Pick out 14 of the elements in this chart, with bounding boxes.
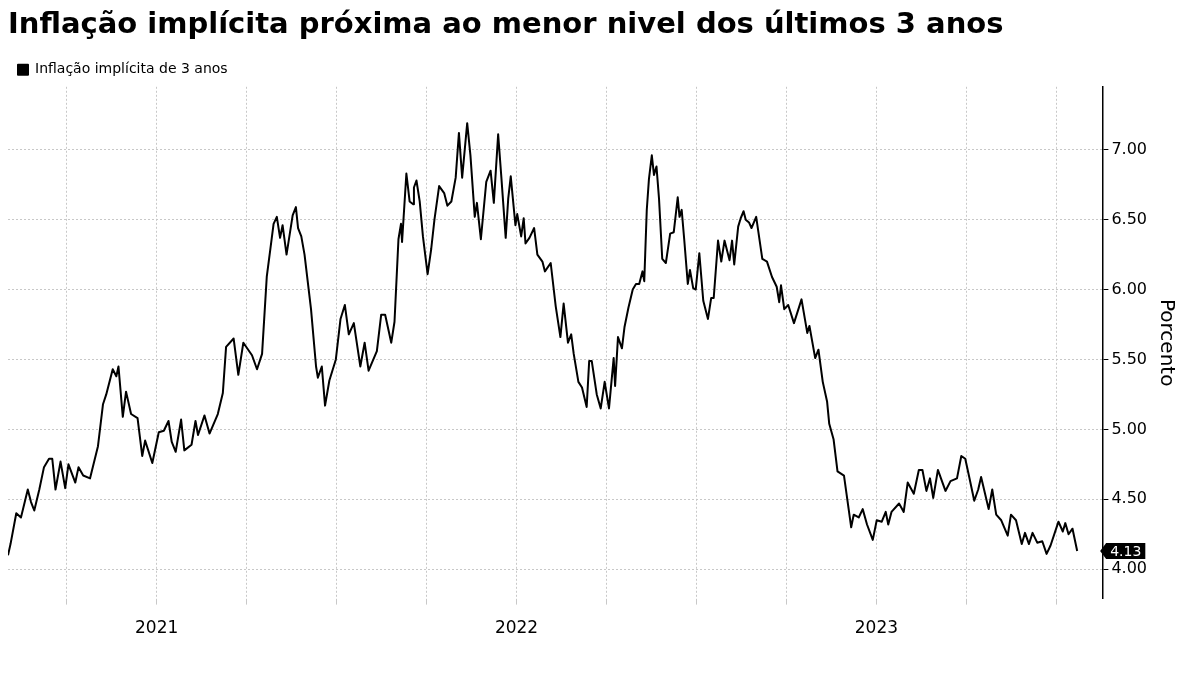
y-tick-label: 5.00 xyxy=(1111,418,1147,438)
legend-label: Inflação implícita de 3 anos xyxy=(35,60,228,77)
y-axis-title: Porcento xyxy=(1155,298,1180,387)
x-tick-label: 2023 xyxy=(854,617,899,638)
annotation: 4.13 xyxy=(1110,542,1142,559)
y-tick-label: 5.50 xyxy=(1111,348,1147,368)
chart-title: Inflação implícita próxima ao menor nivel dos últimos 3 anos xyxy=(8,5,1004,40)
x-tick-label: 2022 xyxy=(494,617,539,638)
y-tick-label: 7.00 xyxy=(1111,138,1147,158)
x-tick-label: 2021 xyxy=(134,617,179,638)
y-tick-label: 4.00 xyxy=(1111,558,1147,578)
y-tick-label: 6.00 xyxy=(1111,278,1147,298)
y-tick-label: 4.50 xyxy=(1111,488,1147,508)
y-tick-label: 6.50 xyxy=(1111,208,1147,228)
